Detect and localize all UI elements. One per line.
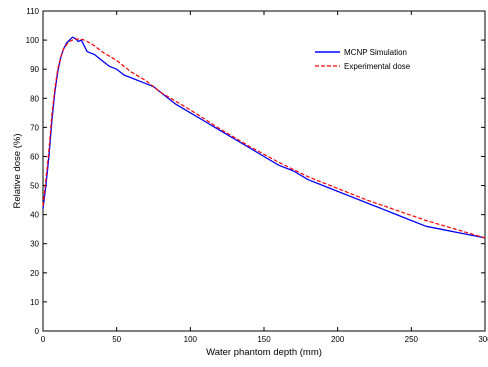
y-tick-label: 30 <box>30 240 39 249</box>
y-tick-label: 90 <box>30 65 39 74</box>
x-tick-label: 150 <box>257 335 271 344</box>
series-line-mcnp-simulation <box>42 36 486 239</box>
y-tick-label: 80 <box>30 94 39 103</box>
x-tick-label: 200 <box>331 335 345 344</box>
y-tick-label: 20 <box>30 269 39 278</box>
series-line-experimental-dose <box>42 38 486 239</box>
legend-label-experimental-dose: Experimental dose <box>344 62 411 71</box>
axis-ticks: 0 50 100 150 200 250 300 0 10 20 30 40 50 60 70 80 90 100… <box>26 7 488 344</box>
x-tick-label: 100 <box>184 335 198 344</box>
y-tick-label: 50 <box>30 182 39 191</box>
y-tick-label: 0 <box>35 327 40 336</box>
x-tick-label: 0 <box>41 335 46 344</box>
y-tick-label: 40 <box>30 211 39 220</box>
x-tick-label: 300 <box>478 335 488 344</box>
x-axis-label: Water phantom depth (mm) <box>206 347 322 358</box>
x-tick-label: 50 <box>112 335 121 344</box>
y-axis-label: Relative dose (%) <box>12 134 23 209</box>
plot-area <box>42 10 486 332</box>
y-tick-label: 10 <box>30 298 39 307</box>
series-layer <box>42 36 486 239</box>
legend-label-mcnp-simulation: MCNP Simulation <box>344 48 407 57</box>
x-tick-label: 250 <box>405 335 419 344</box>
legend: MCNP Simulation Experimental dose <box>315 48 411 71</box>
y-tick-label: 110 <box>26 7 39 16</box>
y-tick-label: 70 <box>30 123 39 132</box>
y-tick-label: 100 <box>26 36 40 45</box>
y-tick-label: 60 <box>30 152 39 161</box>
